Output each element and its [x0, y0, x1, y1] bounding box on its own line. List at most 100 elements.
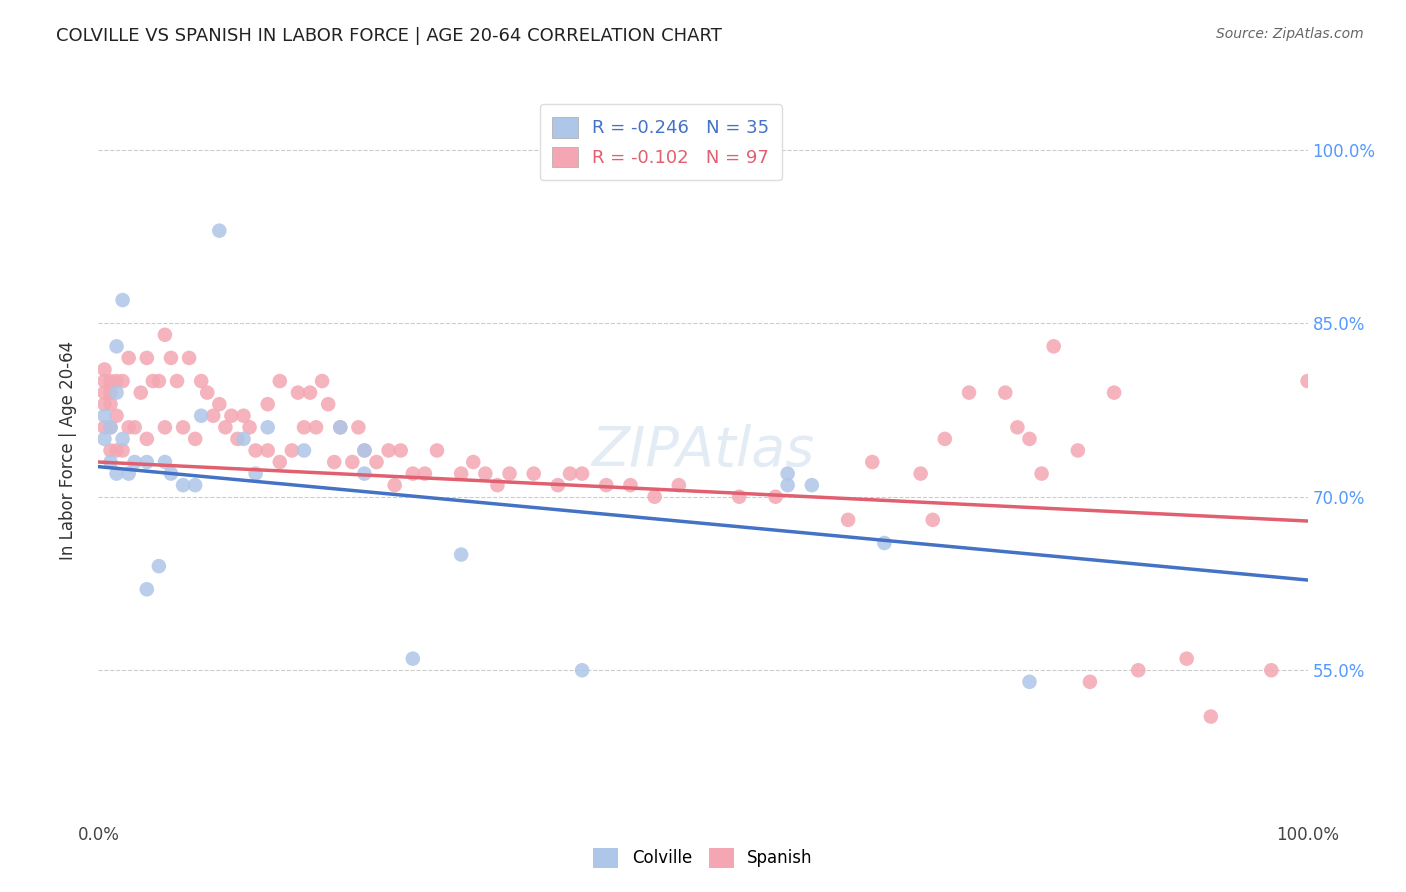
- Point: [474, 467, 496, 481]
- Point: [100, 385, 122, 400]
- Point: [93, 374, 115, 388]
- Point: [239, 420, 262, 434]
- Point: [100, 397, 122, 411]
- Point: [142, 374, 165, 388]
- Point: [1031, 467, 1053, 481]
- Point: [1018, 674, 1040, 689]
- Point: [195, 385, 218, 400]
- Point: [124, 420, 146, 434]
- Point: [305, 420, 328, 434]
- Point: [129, 385, 152, 400]
- Point: [1199, 709, 1222, 723]
- Point: [135, 455, 157, 469]
- Point: [105, 385, 128, 400]
- Point: [402, 651, 425, 665]
- Point: [93, 385, 115, 400]
- Point: [148, 374, 170, 388]
- Point: [100, 420, 122, 434]
- Point: [837, 513, 859, 527]
- Point: [135, 351, 157, 365]
- Point: [256, 397, 278, 411]
- Point: [1007, 420, 1029, 434]
- Point: [921, 513, 943, 527]
- Point: [800, 478, 823, 492]
- Point: [93, 397, 115, 411]
- Point: [245, 467, 267, 481]
- Point: [402, 467, 425, 481]
- Point: [323, 455, 346, 469]
- Point: [208, 397, 231, 411]
- Point: [547, 478, 569, 492]
- Text: Source: ZipAtlas.com: Source: ZipAtlas.com: [1216, 27, 1364, 41]
- Point: [226, 432, 249, 446]
- Point: [329, 420, 352, 434]
- Point: [221, 409, 243, 423]
- Point: [118, 420, 141, 434]
- Point: [100, 420, 122, 434]
- Point: [111, 374, 134, 388]
- Point: [111, 293, 134, 307]
- Point: [934, 432, 956, 446]
- Point: [1067, 443, 1090, 458]
- Point: [299, 385, 322, 400]
- Legend: Colville, Spanish: Colville, Spanish: [586, 841, 820, 875]
- Point: [135, 432, 157, 446]
- Point: [957, 385, 980, 400]
- Point: [342, 455, 364, 469]
- Point: [111, 432, 134, 446]
- Point: [619, 478, 641, 492]
- Point: [153, 420, 176, 434]
- Point: [118, 351, 141, 365]
- Point: [316, 397, 339, 411]
- Point: [166, 374, 188, 388]
- Point: [776, 467, 799, 481]
- Point: [389, 443, 412, 458]
- Point: [994, 385, 1017, 400]
- Point: [105, 339, 128, 353]
- Point: [190, 374, 212, 388]
- Point: [571, 663, 593, 677]
- Point: [329, 420, 352, 434]
- Point: [776, 478, 799, 492]
- Point: [172, 420, 194, 434]
- Point: [1260, 663, 1282, 677]
- Point: [118, 467, 141, 481]
- Point: [311, 374, 333, 388]
- Point: [160, 467, 183, 481]
- Point: [347, 420, 370, 434]
- Point: [860, 455, 883, 469]
- Point: [135, 582, 157, 597]
- Point: [287, 385, 309, 400]
- Point: [232, 432, 254, 446]
- Point: [486, 478, 509, 492]
- Point: [269, 374, 291, 388]
- Point: [232, 409, 254, 423]
- Point: [413, 467, 436, 481]
- Point: [190, 409, 212, 423]
- Point: [426, 443, 449, 458]
- Point: [558, 467, 581, 481]
- Point: [366, 455, 388, 469]
- Point: [384, 478, 406, 492]
- Point: [1102, 385, 1125, 400]
- Point: [1296, 374, 1319, 388]
- Point: [292, 443, 315, 458]
- Point: [728, 490, 751, 504]
- Point: [105, 443, 128, 458]
- Point: [179, 351, 201, 365]
- Point: [571, 467, 593, 481]
- Point: [105, 409, 128, 423]
- Point: [353, 467, 375, 481]
- Text: ZIPAtlas: ZIPAtlas: [592, 424, 814, 477]
- Point: [93, 362, 115, 376]
- Point: [377, 443, 399, 458]
- Point: [256, 420, 278, 434]
- Point: [256, 443, 278, 458]
- Point: [292, 420, 315, 434]
- Point: [160, 351, 183, 365]
- Text: COLVILLE VS SPANISH IN LABOR FORCE | AGE 20-64 CORRELATION CHART: COLVILLE VS SPANISH IN LABOR FORCE | AGE…: [56, 27, 723, 45]
- Point: [765, 490, 787, 504]
- Point: [100, 455, 122, 469]
- Point: [595, 478, 617, 492]
- Point: [100, 443, 122, 458]
